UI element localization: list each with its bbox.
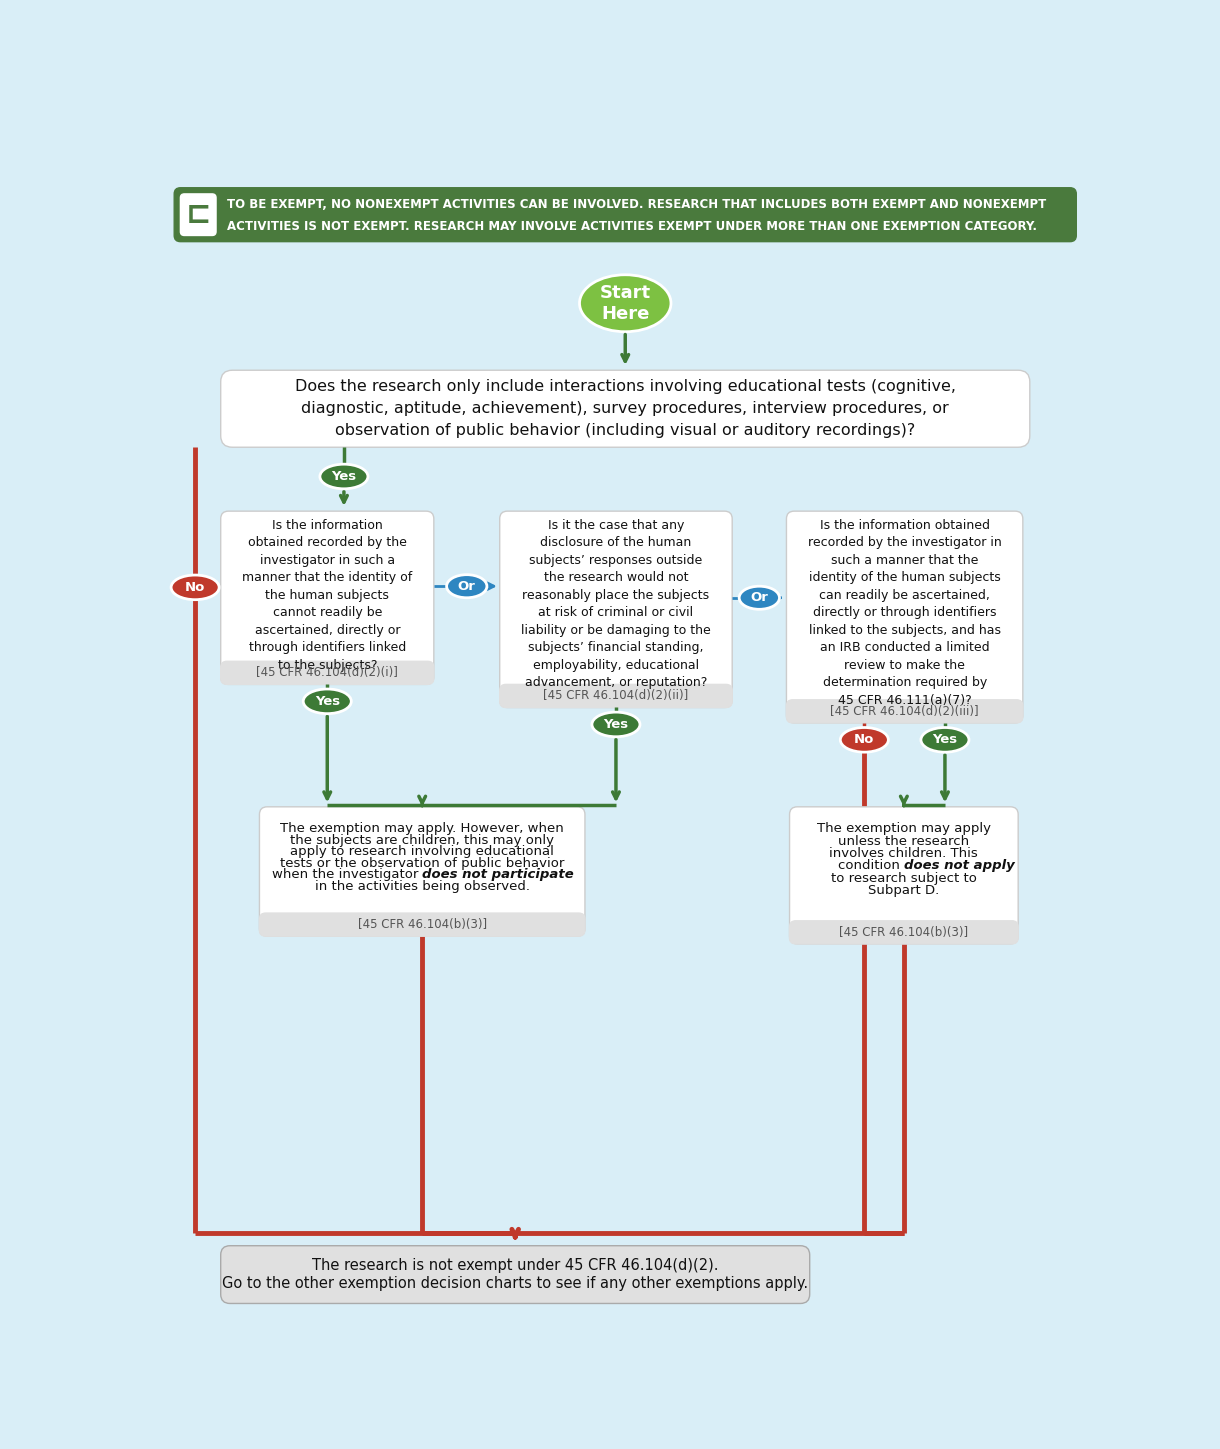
Text: [45 CFR 46.104(d)(2)(i)]: [45 CFR 46.104(d)(2)(i)] xyxy=(256,667,398,680)
Text: Subpart D.: Subpart D. xyxy=(869,884,939,897)
Ellipse shape xyxy=(592,711,640,736)
Text: [45 CFR 46.104(b)(3)]: [45 CFR 46.104(b)(3)] xyxy=(839,926,969,939)
Ellipse shape xyxy=(580,275,671,332)
FancyBboxPatch shape xyxy=(789,920,1019,943)
Text: does not apply: does not apply xyxy=(904,859,1015,872)
FancyBboxPatch shape xyxy=(260,913,584,936)
Text: Start
Here: Start Here xyxy=(600,284,650,323)
Ellipse shape xyxy=(921,727,969,752)
Text: Go to the other exemption decision charts to see if any other exemptions apply.: Go to the other exemption decision chart… xyxy=(222,1277,809,1291)
Text: unless the research: unless the research xyxy=(838,835,970,848)
Text: [45 CFR 46.104(d)(2)(iii)]: [45 CFR 46.104(d)(2)(iii)] xyxy=(831,704,978,717)
FancyBboxPatch shape xyxy=(500,511,732,707)
Text: Does the research only include interactions involving educational tests (cogniti: Does the research only include interacti… xyxy=(295,380,955,439)
Text: The exemption may apply. However, when: The exemption may apply. However, when xyxy=(281,822,564,835)
FancyBboxPatch shape xyxy=(500,684,732,707)
Ellipse shape xyxy=(739,587,780,610)
Text: involves children. This: involves children. This xyxy=(830,846,978,859)
Text: to research subject to: to research subject to xyxy=(831,871,977,884)
Text: the subjects are children, this may only: the subjects are children, this may only xyxy=(290,833,554,846)
Text: Yes: Yes xyxy=(315,696,340,707)
Text: tests or the observation of public behavior: tests or the observation of public behav… xyxy=(281,856,565,869)
FancyBboxPatch shape xyxy=(260,807,584,936)
Text: The research is not exempt under 45 CFR 46.104(d)(2).: The research is not exempt under 45 CFR … xyxy=(312,1258,719,1272)
Text: Is it the case that any
disclosure of the human
subjects’ responses outside
the : Is it the case that any disclosure of th… xyxy=(521,519,711,690)
FancyBboxPatch shape xyxy=(789,807,1019,943)
Ellipse shape xyxy=(841,727,888,752)
Ellipse shape xyxy=(320,464,368,488)
Text: No: No xyxy=(854,733,875,746)
Text: ⊏: ⊏ xyxy=(185,200,211,229)
Text: in the activities being observed.: in the activities being observed. xyxy=(315,880,529,893)
FancyBboxPatch shape xyxy=(174,188,1076,242)
Ellipse shape xyxy=(304,690,351,714)
Text: when the investigator: when the investigator xyxy=(272,868,422,881)
FancyBboxPatch shape xyxy=(181,194,216,236)
Text: Is the information
obtained recorded by the
investigator in such a
manner that t: Is the information obtained recorded by … xyxy=(242,519,412,672)
Text: apply to research involving educational: apply to research involving educational xyxy=(290,845,554,858)
Text: Or: Or xyxy=(750,591,769,604)
Text: does not participate: does not participate xyxy=(422,868,573,881)
Text: No: No xyxy=(185,581,205,594)
Text: Yes: Yes xyxy=(332,469,356,483)
Text: [45 CFR 46.104(b)(3)]: [45 CFR 46.104(b)(3)] xyxy=(357,919,487,932)
Text: [45 CFR 46.104(d)(2)(ii)]: [45 CFR 46.104(d)(2)(ii)] xyxy=(543,690,688,703)
FancyBboxPatch shape xyxy=(787,700,1022,723)
FancyBboxPatch shape xyxy=(221,371,1030,448)
Text: Or: Or xyxy=(458,580,476,593)
Ellipse shape xyxy=(447,575,487,598)
FancyBboxPatch shape xyxy=(787,511,1022,723)
Text: The exemption may apply: The exemption may apply xyxy=(817,822,991,835)
Text: Yes: Yes xyxy=(604,717,628,730)
Ellipse shape xyxy=(171,575,220,600)
Text: Is the information obtained
recorded by the investigator in
such a manner that t: Is the information obtained recorded by … xyxy=(808,519,1002,707)
Text: condition: condition xyxy=(838,859,904,872)
Text: Yes: Yes xyxy=(932,733,958,746)
Text: ACTIVITIES IS NOT EXEMPT. RESEARCH MAY INVOLVE ACTIVITIES EXEMPT UNDER MORE THAN: ACTIVITIES IS NOT EXEMPT. RESEARCH MAY I… xyxy=(227,220,1037,233)
FancyBboxPatch shape xyxy=(221,511,434,684)
FancyBboxPatch shape xyxy=(221,1246,810,1304)
FancyBboxPatch shape xyxy=(221,661,434,684)
Text: TO BE EXEMPT, NO NONEXEMPT ACTIVITIES CAN BE INVOLVED. RESEARCH THAT INCLUDES BO: TO BE EXEMPT, NO NONEXEMPT ACTIVITIES CA… xyxy=(227,199,1047,212)
